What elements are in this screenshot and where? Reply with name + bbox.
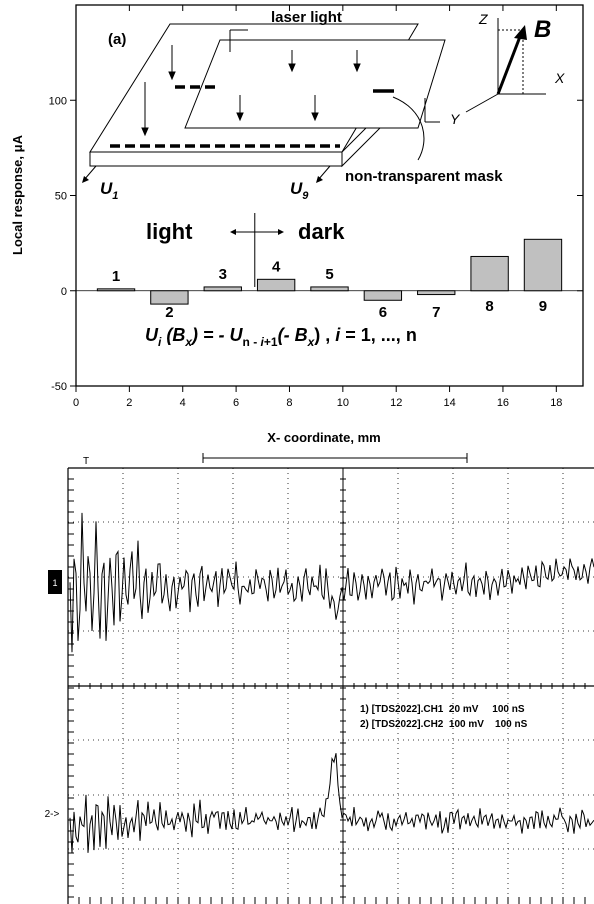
mask-plate <box>184 39 446 129</box>
bar-label-3: 3 <box>219 266 227 283</box>
light-label: light <box>146 219 193 244</box>
u1-label: U1 <box>100 179 118 202</box>
laser-arrows <box>141 45 361 137</box>
bar-5 <box>310 286 349 292</box>
panel-label: (a) <box>108 31 126 48</box>
y-axis-label: Local response, μA <box>10 134 25 255</box>
x-tick-label: 6 <box>233 397 239 409</box>
laser-arrowhead <box>141 127 149 137</box>
b-field-label: B <box>534 16 551 43</box>
bar-4 <box>256 278 296 292</box>
ch1-marker-label: 1 <box>52 578 57 588</box>
laser-arrowhead <box>236 112 244 122</box>
laser-arrowhead <box>311 112 319 122</box>
x-tick-label: 8 <box>286 397 292 409</box>
bar-3 <box>203 286 242 292</box>
dark-label: dark <box>298 219 345 244</box>
ch1-marker <box>48 570 62 594</box>
oscilloscope-panel: T 1 2-> 1) [TDS2022].CH1 20 mV 100 nS 2)… <box>45 453 594 904</box>
x-tick-label: 12 <box>390 397 402 409</box>
u9-label: U9 <box>290 179 309 202</box>
bar-7 <box>417 290 456 296</box>
x-tick-label: 18 <box>550 397 562 409</box>
y-tick-label: -50 <box>51 381 67 393</box>
y-tick-label: 50 <box>55 191 67 203</box>
u9-arrowhead <box>316 176 323 183</box>
bar-2 <box>150 290 189 305</box>
ch2-trace <box>69 753 594 853</box>
b-vector <box>496 33 523 95</box>
axis-z-label: Z <box>478 11 488 27</box>
y-tick-label: 100 <box>49 95 67 107</box>
u1-arrowhead <box>82 176 89 183</box>
axis-x-label: X <box>554 70 565 86</box>
laser-light-label: laser light <box>271 9 342 26</box>
light-arrowhead <box>230 229 236 235</box>
bar-1 <box>96 288 136 292</box>
bar-label-8: 8 <box>485 298 493 315</box>
mask-label: non-transparent mask <box>345 168 503 185</box>
x-tick-label: 10 <box>337 397 349 409</box>
laser-arrowhead <box>168 71 176 81</box>
x-axis-label: X- coordinate, mm <box>267 430 380 445</box>
trigger-marker: T <box>83 456 89 467</box>
bars: 1 2 3 4 5 6 7 8 9 <box>96 238 563 321</box>
bar-label-2: 2 <box>165 304 173 321</box>
scope-legend-ch2: 2) [TDS2022].CH2 100 mV 100 nS <box>360 719 528 730</box>
contacts <box>110 85 394 148</box>
bar-label-6: 6 <box>379 304 387 321</box>
x-tick-label: 2 <box>126 397 132 409</box>
y-tick-label: 0 <box>61 286 67 298</box>
ch1-trace <box>69 512 594 653</box>
bar-6 <box>363 290 403 301</box>
axis-y-line <box>465 93 499 113</box>
bar-label-5: 5 <box>325 266 333 283</box>
ch2-marker-label: 2-> <box>45 809 60 820</box>
x-tick-label: 16 <box>497 397 509 409</box>
dark-arrowhead <box>278 229 284 235</box>
laser-arrowhead <box>288 63 296 73</box>
coordinate-axes <box>465 18 546 113</box>
x-tick-label: 4 <box>180 397 186 409</box>
x-tick-label: 14 <box>443 397 455 409</box>
bar-9 <box>523 238 563 292</box>
bar-label-1: 1 <box>112 268 120 285</box>
mask-leader-line <box>392 96 425 161</box>
sample-front <box>89 151 343 167</box>
b-vector-arrowhead <box>514 25 527 40</box>
formula: Ui (Bx) = - Un - i+1(- Bx) , i = 1, ...,… <box>145 325 417 349</box>
scope-legend-ch1: 1) [TDS2022].CH1 20 mV 100 nS <box>360 704 525 715</box>
laser-arrowhead <box>353 63 361 73</box>
axis-y-label: Y <box>450 111 461 127</box>
bar-label-7: 7 <box>432 304 440 321</box>
bar-label-4: 4 <box>272 258 281 275</box>
x-tick-label: 0 <box>73 397 79 409</box>
bar-label-9: 9 <box>539 298 547 315</box>
bar-8 <box>470 255 509 292</box>
